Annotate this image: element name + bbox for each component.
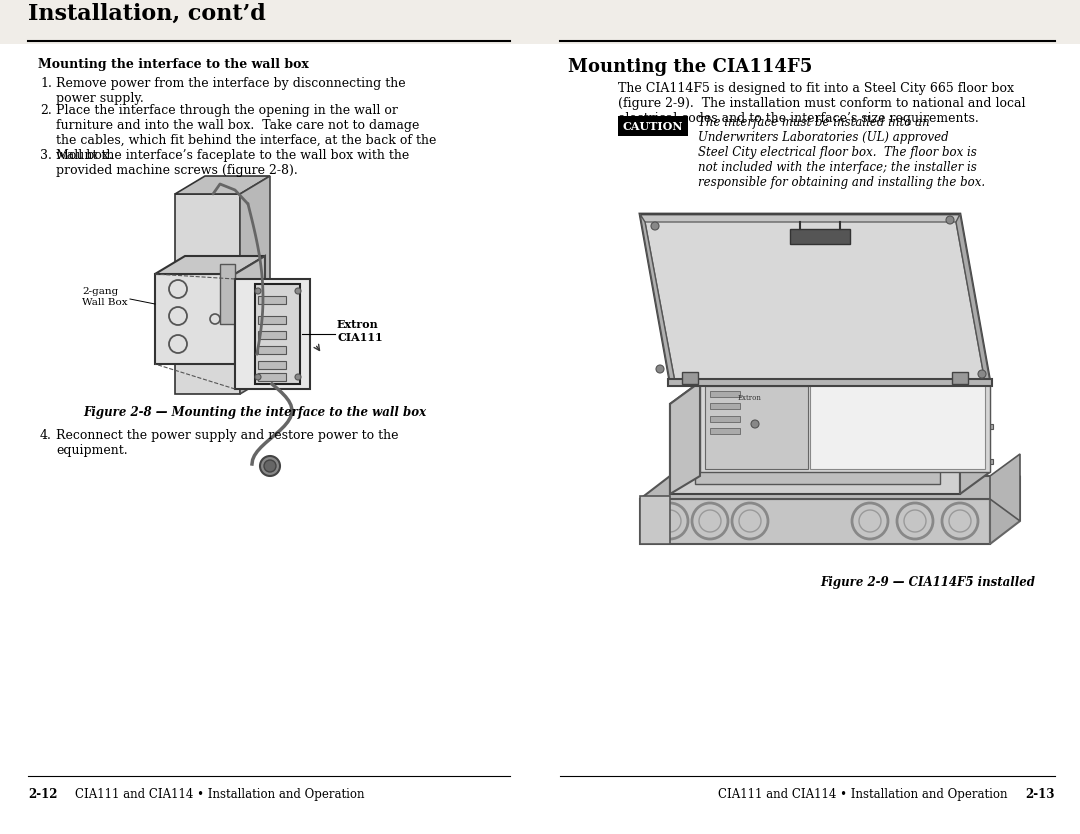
Circle shape bbox=[751, 420, 759, 428]
Circle shape bbox=[946, 216, 954, 224]
Bar bbox=[618, 116, 688, 136]
Bar bbox=[220, 264, 235, 324]
Circle shape bbox=[260, 456, 280, 476]
Text: Installation, cont’d: Installation, cont’d bbox=[28, 3, 266, 25]
Text: Mount the interface’s faceplate to the wall box with the
provided machine screws: Mount the interface’s faceplate to the w… bbox=[56, 149, 409, 177]
Polygon shape bbox=[640, 476, 1020, 499]
Polygon shape bbox=[810, 384, 985, 469]
Bar bbox=[0, 0, 1080, 44]
Bar bbox=[258, 373, 286, 381]
Polygon shape bbox=[156, 256, 265, 274]
Text: Place the interface through the opening in the wall or
furniture and into the wa: Place the interface through the opening … bbox=[56, 104, 436, 162]
Text: Remove power from the interface by disconnecting the
power supply.: Remove power from the interface by disco… bbox=[56, 77, 406, 105]
Circle shape bbox=[255, 374, 261, 380]
Text: CIA111 and CIA114 • Installation and Operation: CIA111 and CIA114 • Installation and Ope… bbox=[75, 788, 365, 801]
Bar bbox=[985, 459, 993, 464]
Bar bbox=[710, 416, 740, 422]
Circle shape bbox=[295, 374, 301, 380]
Polygon shape bbox=[700, 382, 990, 472]
Text: Reconnect the power supply and restore power to the
equipment.: Reconnect the power supply and restore p… bbox=[56, 429, 399, 457]
Polygon shape bbox=[640, 214, 675, 382]
Polygon shape bbox=[156, 274, 235, 364]
Bar bbox=[258, 331, 286, 339]
Bar bbox=[710, 391, 740, 397]
Text: 4.: 4. bbox=[40, 429, 52, 442]
Bar bbox=[258, 361, 286, 369]
Bar bbox=[985, 424, 993, 429]
Text: The CIA114F5 is designed to fit into a Steel City 665 floor box
(figure 2-9).  T: The CIA114F5 is designed to fit into a S… bbox=[618, 82, 1026, 125]
Text: 1.: 1. bbox=[40, 77, 52, 90]
Polygon shape bbox=[640, 499, 990, 544]
Circle shape bbox=[295, 288, 301, 294]
Text: CIA111 and CIA114 • Installation and Operation: CIA111 and CIA114 • Installation and Ope… bbox=[718, 788, 1008, 801]
Polygon shape bbox=[990, 454, 1020, 521]
Bar bbox=[258, 346, 286, 354]
Polygon shape bbox=[175, 176, 270, 194]
Polygon shape bbox=[235, 279, 310, 389]
Text: 2-12: 2-12 bbox=[28, 788, 57, 801]
Text: Extron
CIA111: Extron CIA111 bbox=[337, 319, 382, 343]
Bar bbox=[710, 428, 740, 434]
Text: 2.: 2. bbox=[40, 104, 52, 117]
Polygon shape bbox=[175, 194, 240, 394]
Bar bbox=[710, 403, 740, 409]
Bar bbox=[258, 296, 286, 304]
Circle shape bbox=[651, 222, 659, 230]
Polygon shape bbox=[990, 476, 1020, 544]
Polygon shape bbox=[255, 284, 300, 384]
Polygon shape bbox=[240, 176, 270, 394]
Bar bbox=[789, 229, 850, 244]
Circle shape bbox=[656, 365, 664, 373]
Polygon shape bbox=[696, 409, 940, 484]
Bar bbox=[258, 316, 286, 324]
Text: 2-gang
Wall Box: 2-gang Wall Box bbox=[82, 287, 129, 307]
Bar bbox=[951, 372, 968, 384]
Polygon shape bbox=[705, 386, 808, 469]
Text: CAUTION: CAUTION bbox=[623, 120, 684, 132]
Polygon shape bbox=[640, 214, 990, 382]
Polygon shape bbox=[669, 379, 993, 386]
Polygon shape bbox=[960, 382, 990, 494]
Text: The interface must be installed into an
Underwriters Laboratories (UL) approved
: The interface must be installed into an … bbox=[698, 116, 985, 189]
Circle shape bbox=[978, 370, 986, 378]
Circle shape bbox=[264, 460, 276, 472]
Polygon shape bbox=[645, 222, 985, 382]
Text: Figure 2-8 — Mounting the interface to the wall box: Figure 2-8 — Mounting the interface to t… bbox=[83, 406, 427, 419]
Polygon shape bbox=[235, 256, 265, 364]
Text: 2-13: 2-13 bbox=[1026, 788, 1055, 801]
Polygon shape bbox=[670, 382, 990, 404]
Circle shape bbox=[255, 288, 261, 294]
Polygon shape bbox=[956, 214, 990, 382]
Text: 3.: 3. bbox=[40, 149, 52, 162]
Text: Extron: Extron bbox=[738, 394, 761, 402]
Text: Mounting the interface to the wall box: Mounting the interface to the wall box bbox=[38, 58, 309, 71]
Polygon shape bbox=[640, 496, 670, 544]
Text: Figure 2-9 — CIA114F5 installed: Figure 2-9 — CIA114F5 installed bbox=[820, 576, 1035, 589]
Polygon shape bbox=[670, 404, 960, 494]
Polygon shape bbox=[670, 382, 700, 494]
Text: Mounting the CIA114F5: Mounting the CIA114F5 bbox=[568, 58, 812, 76]
Bar bbox=[681, 372, 698, 384]
